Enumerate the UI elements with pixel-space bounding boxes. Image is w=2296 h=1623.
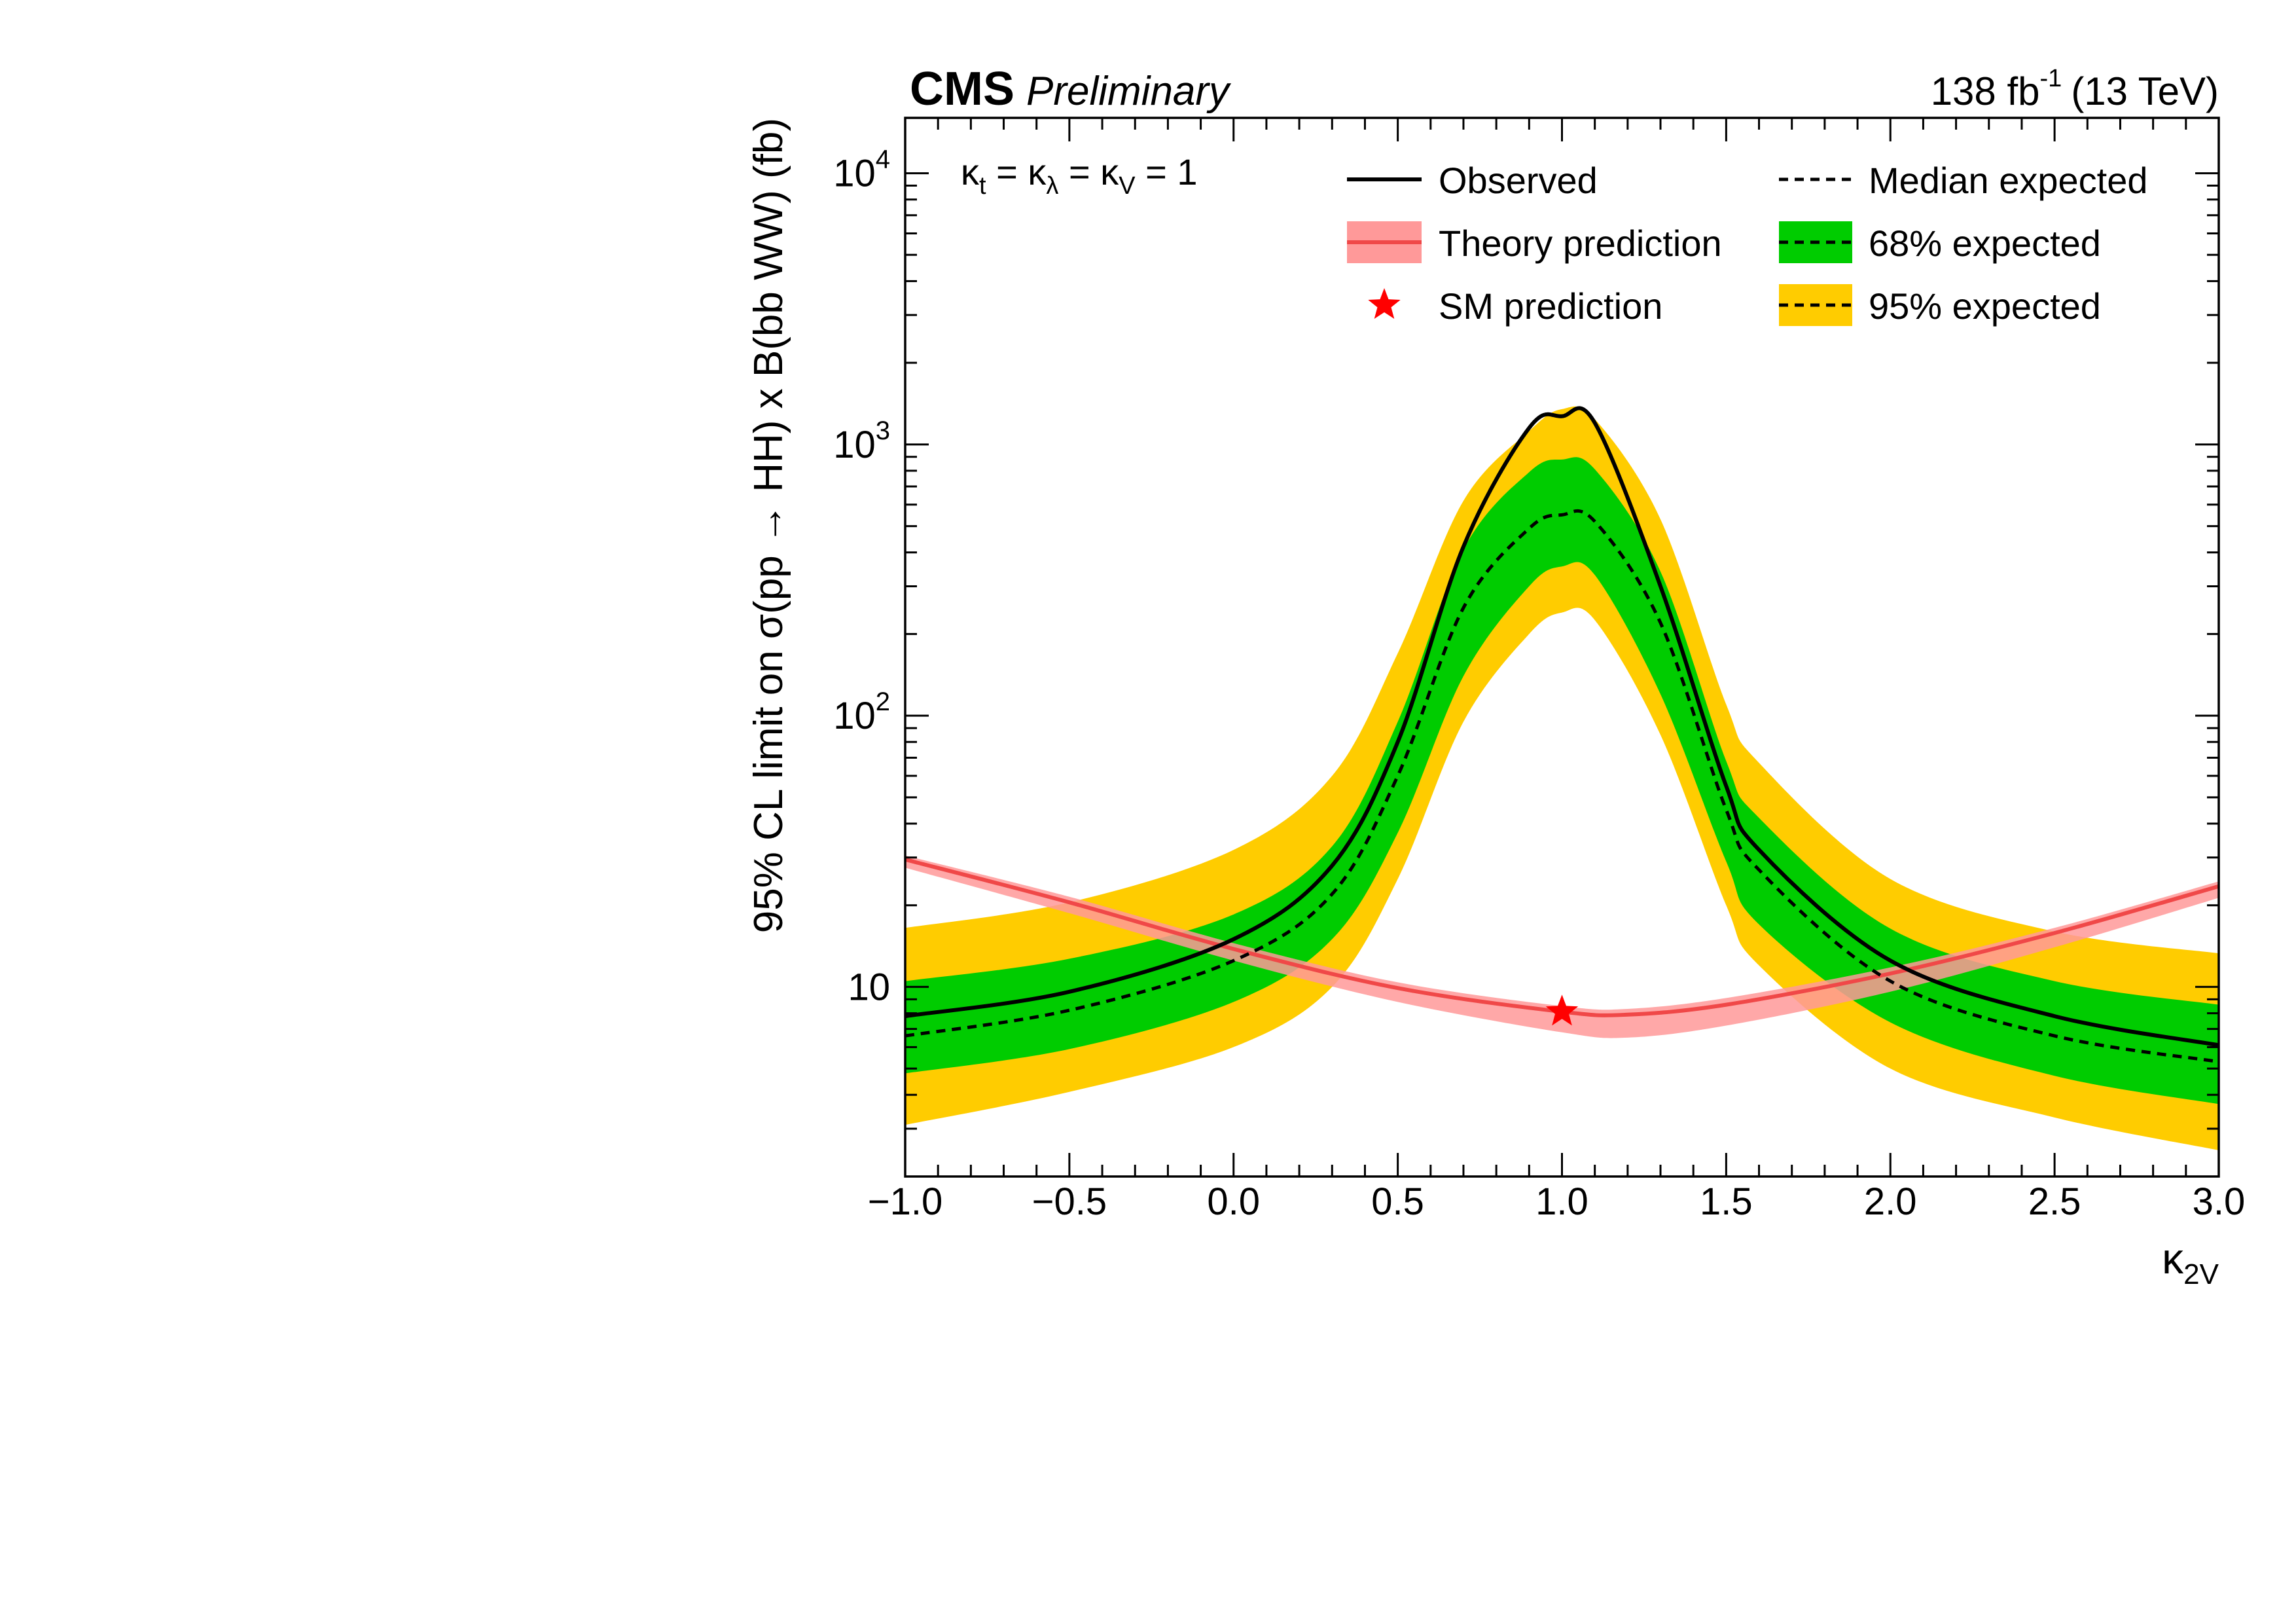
- legend-entry-95: 95% expected: [1779, 284, 2101, 327]
- y-tick-label: 104: [833, 145, 890, 195]
- y-tick-labels: 104 103 102 10: [833, 145, 890, 1009]
- status-label: Preliminary: [1026, 69, 1232, 114]
- theory-prediction-line: [905, 857, 2219, 1017]
- y-tick-label: 103: [833, 416, 890, 466]
- x-tick-label: 0.5: [1371, 1180, 1424, 1223]
- legend-label-observed: Observed: [1439, 160, 1598, 201]
- legend-label-theory: Theory prediction: [1439, 223, 1722, 264]
- coupling-annotation: κt = κλ = κV = 1: [961, 151, 1198, 200]
- experiment-label: CMS: [910, 63, 1014, 115]
- x-tick-label: 2.5: [2028, 1180, 2081, 1223]
- legend-entry-sm: SM prediction: [1368, 285, 1662, 327]
- legend: Observed Median expected Theory predicti…: [1347, 160, 2148, 327]
- x-tick-labels: −1.0 −0.5 0.0 0.5 1.0 1.5 2.0 2.5 3.0: [868, 1180, 2246, 1223]
- legend-label-68: 68% expected: [1869, 223, 2101, 264]
- observed-line: [905, 406, 2219, 1048]
- legend-entry-68: 68% expected: [1779, 221, 2101, 264]
- sm-prediction-star: [1545, 994, 1579, 1026]
- x-tick-label: 1.0: [1535, 1180, 1588, 1223]
- legend-entry-median: Median expected: [1779, 160, 2148, 201]
- median-expected-line: [905, 509, 2219, 1064]
- y-axis-label: 95% CL limit on σ(pp → HH) x B(bb WW) (f…: [746, 118, 791, 933]
- legend-label-95: 95% expected: [1869, 285, 2101, 327]
- lumi-label: 138 fb-1 (13 TeV): [1931, 65, 2219, 113]
- x-tick-label: −1.0: [868, 1180, 943, 1223]
- legend-entry-observed: Observed: [1347, 160, 1598, 201]
- cms-label: CMS Preliminary: [910, 63, 1232, 115]
- y-tick-label: 102: [833, 687, 890, 737]
- legend-entry-theory: Theory prediction: [1347, 221, 1722, 264]
- y-tick-label: 10: [848, 966, 890, 1008]
- x-tick-label: 0.0: [1207, 1180, 1260, 1223]
- x-axis-label: κ2V: [2162, 1234, 2219, 1290]
- band-68-expected: [905, 457, 2219, 1104]
- x-tick-label: −0.5: [1032, 1180, 1107, 1223]
- x-tick-label: 1.5: [1700, 1180, 1753, 1223]
- x-tick-label: 3.0: [2193, 1180, 2246, 1223]
- x-tick-label: 2.0: [1864, 1180, 1917, 1223]
- legend-label-sm: SM prediction: [1439, 285, 1662, 327]
- star-icon: [1368, 288, 1401, 319]
- legend-label-median: Median expected: [1869, 160, 2148, 201]
